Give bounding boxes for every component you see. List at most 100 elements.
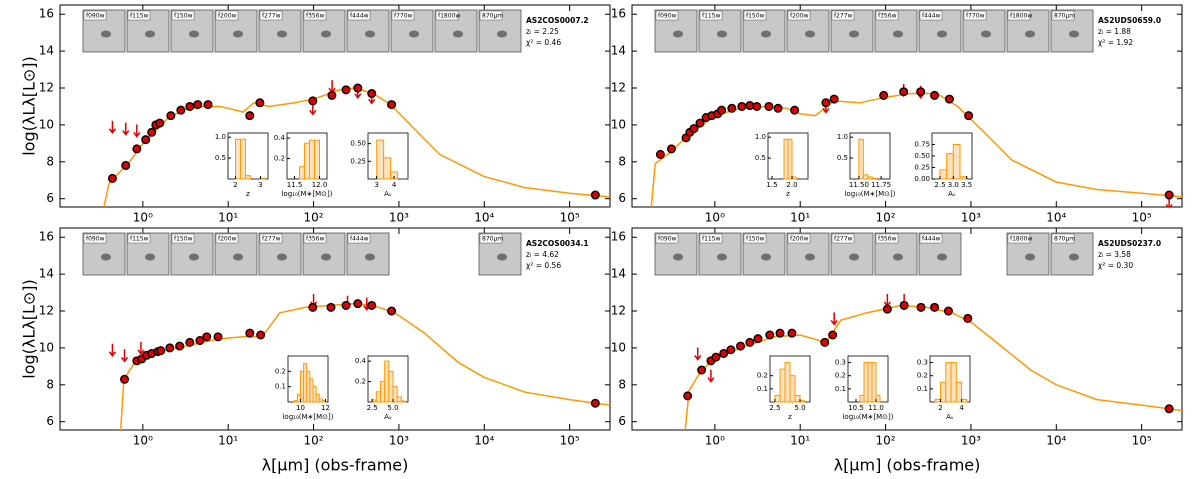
- histogram-bar: [384, 360, 390, 403]
- cutout-label-box: [259, 10, 283, 21]
- cutout-label: f770w: [394, 13, 413, 20]
- upper-limit: [694, 347, 702, 361]
- inset-x-tick-label: 4: [392, 181, 397, 189]
- detection: [195, 336, 205, 346]
- y-tick-label: 12: [39, 304, 54, 318]
- y-tick-label: 10: [611, 117, 626, 131]
- detection: [141, 135, 151, 145]
- detection: [882, 304, 892, 314]
- detection: [666, 144, 676, 154]
- inset-x-tick-label: 11.0: [868, 404, 884, 412]
- histogram-bar: [315, 393, 320, 403]
- x-tick-label: 10⁰: [133, 434, 153, 448]
- cutout-label-box: [347, 233, 371, 244]
- detection: [367, 300, 377, 310]
- detection: [166, 111, 176, 121]
- inset: 2.5 5.0 0.1 0.2 z: [757, 355, 811, 421]
- x-tick-label: 10²: [876, 434, 896, 448]
- cutout-label-box: [875, 233, 899, 244]
- histogram-bar: [940, 381, 947, 403]
- inset-y-tick-label: 0.5: [215, 154, 226, 162]
- x-tick-label: 10¹: [790, 211, 810, 225]
- cutout-label: f1800w: [438, 13, 460, 20]
- detection: [943, 306, 953, 316]
- detection: [256, 330, 266, 340]
- plot-content: [103, 80, 610, 207]
- cutout-label: f115w: [702, 13, 721, 20]
- cutout-label: f090w: [86, 13, 105, 20]
- cutout-label: f115w: [130, 13, 149, 20]
- detection: [683, 391, 693, 401]
- inset-x-tick-label: 2.5: [934, 181, 945, 189]
- cutout-label-box: [171, 233, 195, 244]
- upper-limit: [707, 369, 715, 383]
- cutout-label-box: [479, 10, 503, 21]
- detection: [899, 87, 909, 97]
- cutout-label: f277w: [834, 13, 853, 20]
- y-tick-label: 14: [611, 44, 626, 58]
- inset-x-tick-label: 11.75: [871, 181, 891, 189]
- x-tick-label: 10²: [876, 211, 896, 225]
- y-tick-label: 14: [611, 267, 626, 281]
- histogram-bar: [950, 362, 957, 403]
- inset-y-tick-label: 0.50: [350, 140, 366, 148]
- cutout-label: 870μm: [1054, 13, 1075, 20]
- x-tick-label: 10³: [961, 211, 981, 225]
- cutout-source: [1069, 253, 1079, 261]
- cutout-source: [717, 30, 727, 38]
- detection: [341, 85, 351, 95]
- cutout-label-box: [215, 233, 239, 244]
- cutout-label: f115w: [702, 236, 721, 243]
- cutout-label: f444w: [350, 236, 369, 243]
- inset-y-tick-label: 0.1: [757, 385, 768, 393]
- source-annotation: χ² = 1.92: [1098, 38, 1133, 47]
- inset-x-label: z: [788, 413, 792, 421]
- x-tick-label: 10¹: [218, 211, 238, 225]
- detection: [1164, 404, 1174, 414]
- y-tick-label: 16: [39, 230, 54, 244]
- upper-limit: [122, 122, 130, 136]
- histogram-bar: [871, 362, 877, 403]
- cutout-source: [805, 253, 815, 261]
- cutout-label-box: [215, 10, 239, 21]
- detection: [717, 105, 727, 115]
- detection: [820, 337, 830, 347]
- histogram-bar: [858, 138, 864, 180]
- cutout-label-box: [303, 10, 327, 21]
- cutout-label-box: [479, 233, 503, 244]
- detection: [829, 94, 839, 104]
- detection: [879, 90, 889, 100]
- inset: 3 4 0.25 0.50 Aᵥ: [350, 132, 409, 198]
- detection: [245, 328, 255, 338]
- cutout-label: f200w: [790, 13, 809, 20]
- detection: [765, 330, 775, 340]
- inset: 2.5 5.0 0.2 0.4 Aᵥ: [355, 355, 409, 421]
- upper-limit: [108, 343, 117, 358]
- panel: 6 8 10 12 14 16 10⁰ 10¹ 10² 10³ 10⁴ 10⁵ log(λLλ[L⊙])…: [20, 227, 611, 475]
- cutout-source: [189, 253, 199, 261]
- detection: [773, 103, 783, 113]
- histogram-bar: [392, 386, 398, 403]
- histogram-bar: [961, 398, 968, 403]
- inset: 10.5 11.0 0.1 0.2 0.3 log₁₀(M∗[M⊙]): [835, 355, 894, 421]
- inset-x-tick-label: 2.5: [769, 404, 780, 412]
- detection: [326, 302, 336, 312]
- detection: [790, 105, 800, 115]
- y-tick-label: 12: [611, 304, 626, 318]
- cutout-source: [981, 30, 991, 38]
- histogram-bar: [952, 144, 961, 180]
- panel: 6 8 10 12 14 16 10⁰ 10¹ 10² 10³ 10⁴ 10⁵ f090w f115w f1…: [611, 4, 1183, 225]
- inset-x-tick-label: 10: [296, 404, 305, 412]
- cutout-label: f356w: [878, 13, 897, 20]
- source-annotation: χ² = 0.46: [526, 38, 561, 47]
- upper-limit: [137, 341, 145, 356]
- inset-y-tick-label: 0.4: [274, 134, 286, 142]
- inset-x-tick-label: 12.0: [312, 181, 328, 189]
- detection: [590, 398, 600, 408]
- cutout-source: [365, 253, 375, 261]
- inset-y-tick-label: 0.00: [914, 175, 930, 183]
- cutout-label: f444w: [922, 236, 941, 243]
- x-tick-label: 10⁰: [133, 211, 153, 225]
- detection: [203, 100, 213, 110]
- cutout-label-box: [1051, 233, 1075, 244]
